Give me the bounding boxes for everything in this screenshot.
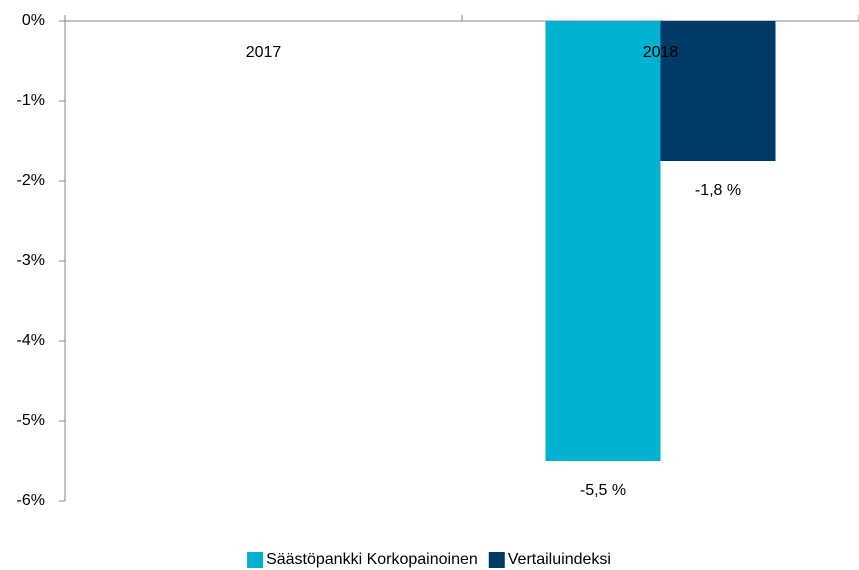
y-tick-label: -5%: [17, 412, 45, 429]
y-tick-label: -2%: [17, 172, 45, 189]
legend-swatch: [247, 552, 264, 568]
y-tick-label: -6%: [17, 492, 45, 509]
y-tick-label: -3%: [17, 252, 45, 269]
bar: [545, 21, 661, 461]
x-tick-label: 2018: [643, 44, 679, 61]
x-tick-label: 2017: [246, 44, 282, 61]
y-tick-label: 0%: [22, 12, 45, 29]
bar: [660, 21, 776, 161]
legend-swatch: [488, 552, 505, 568]
y-tick-label: -1%: [17, 92, 45, 109]
value-label: -1,8 %: [695, 182, 741, 199]
legend-label: Säästöpankki Korkopainoinen: [266, 551, 478, 568]
y-tick-label: -4%: [17, 332, 45, 349]
legend-label: Vertailuindeksi: [508, 551, 611, 568]
value-label: -5,5 %: [580, 482, 626, 499]
